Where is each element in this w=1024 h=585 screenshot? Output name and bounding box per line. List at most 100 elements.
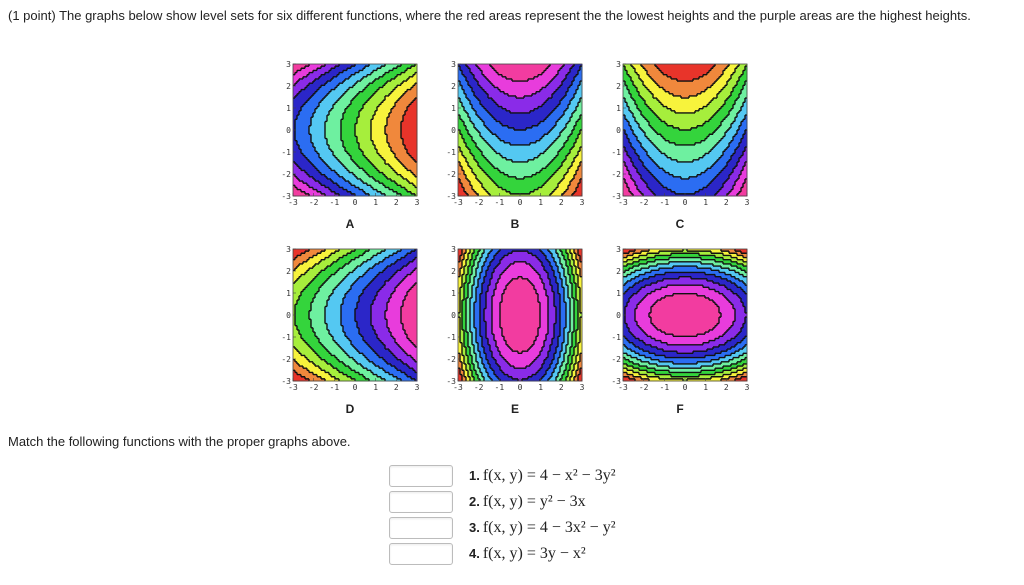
- contour-cell: [355, 87, 358, 90]
- contour-cell: [347, 132, 350, 135]
- contour-cell: [373, 123, 376, 127]
- contour-cell: [401, 168, 404, 171]
- contour-cell: [401, 187, 404, 191]
- contour-cell: [309, 130, 312, 133]
- contour-cell: [405, 174, 408, 178]
- contour-cell: [347, 155, 350, 159]
- contour-cell: [498, 100, 501, 103]
- contour-cell: [329, 157, 332, 161]
- contour-cell: [373, 78, 376, 82]
- contour-cell: [413, 117, 416, 120]
- contour-cell: [351, 142, 354, 146]
- contour-cell: [361, 91, 364, 95]
- contour-cell: [403, 144, 406, 148]
- contour-cell: [357, 153, 360, 156]
- contour-cell: [568, 98, 571, 101]
- contour-cell: [397, 112, 400, 116]
- contour-cell: [391, 191, 394, 195]
- contour-cell: [337, 178, 340, 182]
- contour-cell: [401, 100, 404, 103]
- contour-cell: [365, 157, 368, 161]
- contour-cell: [305, 117, 308, 120]
- contour-cell: [379, 98, 382, 101]
- contour-cell: [377, 176, 380, 180]
- contour-cell: [359, 191, 362, 195]
- contour-cell: [345, 110, 348, 114]
- contour-cell: [381, 102, 384, 105]
- contour-cell: [393, 85, 396, 88]
- contour-cell: [361, 102, 364, 105]
- contour-cell: [365, 89, 368, 93]
- contour-cell: [303, 95, 306, 99]
- contour-cell: [379, 187, 382, 191]
- contour-cell: [401, 157, 404, 161]
- contour-cell: [325, 110, 328, 114]
- contour-cell: [351, 72, 354, 76]
- contour-cell: [536, 98, 539, 101]
- contour-cell: [558, 70, 561, 73]
- contour-cell: [321, 168, 324, 171]
- contour-cell: [397, 161, 400, 165]
- contour-cell: [349, 181, 352, 184]
- contour-cell: [367, 112, 370, 116]
- contour-cell: [401, 108, 404, 112]
- contour-cell: [484, 76, 487, 80]
- contour-cell: [299, 178, 302, 182]
- contour-cell: [353, 147, 356, 150]
- contour-cell: [331, 115, 334, 118]
- contour-cell: [327, 157, 330, 161]
- contour-cell: [407, 157, 410, 161]
- contour-cell: [464, 64, 467, 67]
- contour-cell: [377, 112, 380, 116]
- contour-cell: [325, 102, 328, 105]
- contour-cell: [341, 168, 344, 171]
- contour-cell: [534, 93, 537, 97]
- contour-cell: [341, 123, 344, 127]
- contour-cell: [295, 89, 298, 93]
- contour-cell: [339, 140, 342, 144]
- contour-cell: [293, 102, 296, 105]
- contour-cell: [331, 127, 334, 131]
- contour-cell: [361, 191, 364, 195]
- contour-cell: [341, 72, 344, 76]
- contour-cell: [397, 134, 400, 137]
- contour-cell: [335, 81, 338, 84]
- contour-cell: [470, 87, 473, 90]
- contour-cell: [405, 157, 408, 161]
- contour-cell: [403, 115, 406, 118]
- contour-cell: [566, 72, 569, 76]
- contour-cell: [337, 183, 340, 186]
- contour-cell: [333, 136, 336, 139]
- contour-cell: [307, 64, 310, 67]
- contour-cell: [470, 83, 473, 86]
- contour-cell: [325, 151, 328, 154]
- contour-cell: [325, 166, 328, 169]
- contour-cell: [293, 91, 296, 95]
- contour-cell: [367, 123, 370, 127]
- contour-cell: [353, 134, 356, 137]
- contour-cell: [397, 170, 400, 173]
- contour-cell: [327, 108, 330, 112]
- contour-cell: [405, 132, 408, 135]
- y-tick-label: 3: [286, 60, 291, 69]
- contour-cell: [367, 68, 370, 71]
- contour-cell: [411, 102, 414, 105]
- contour-cell: [385, 130, 388, 133]
- contour-cell: [321, 123, 324, 127]
- contour-cell: [353, 142, 356, 146]
- contour-cell: [413, 74, 416, 78]
- contour-cell: [528, 93, 531, 97]
- contour-cell: [329, 136, 332, 139]
- contour-cell: [325, 168, 328, 171]
- contour-cell: [367, 161, 370, 165]
- contour-cell: [530, 66, 533, 69]
- contour-cell: [403, 112, 406, 116]
- contour-cell: [299, 134, 302, 137]
- contour-cell: [381, 121, 384, 125]
- contour-cell: [578, 91, 581, 95]
- contour-cell: [313, 98, 316, 101]
- contour-cell: [295, 144, 298, 148]
- contour-cell: [303, 98, 306, 101]
- contour-cell: [311, 144, 314, 148]
- contour-cell: [478, 68, 481, 71]
